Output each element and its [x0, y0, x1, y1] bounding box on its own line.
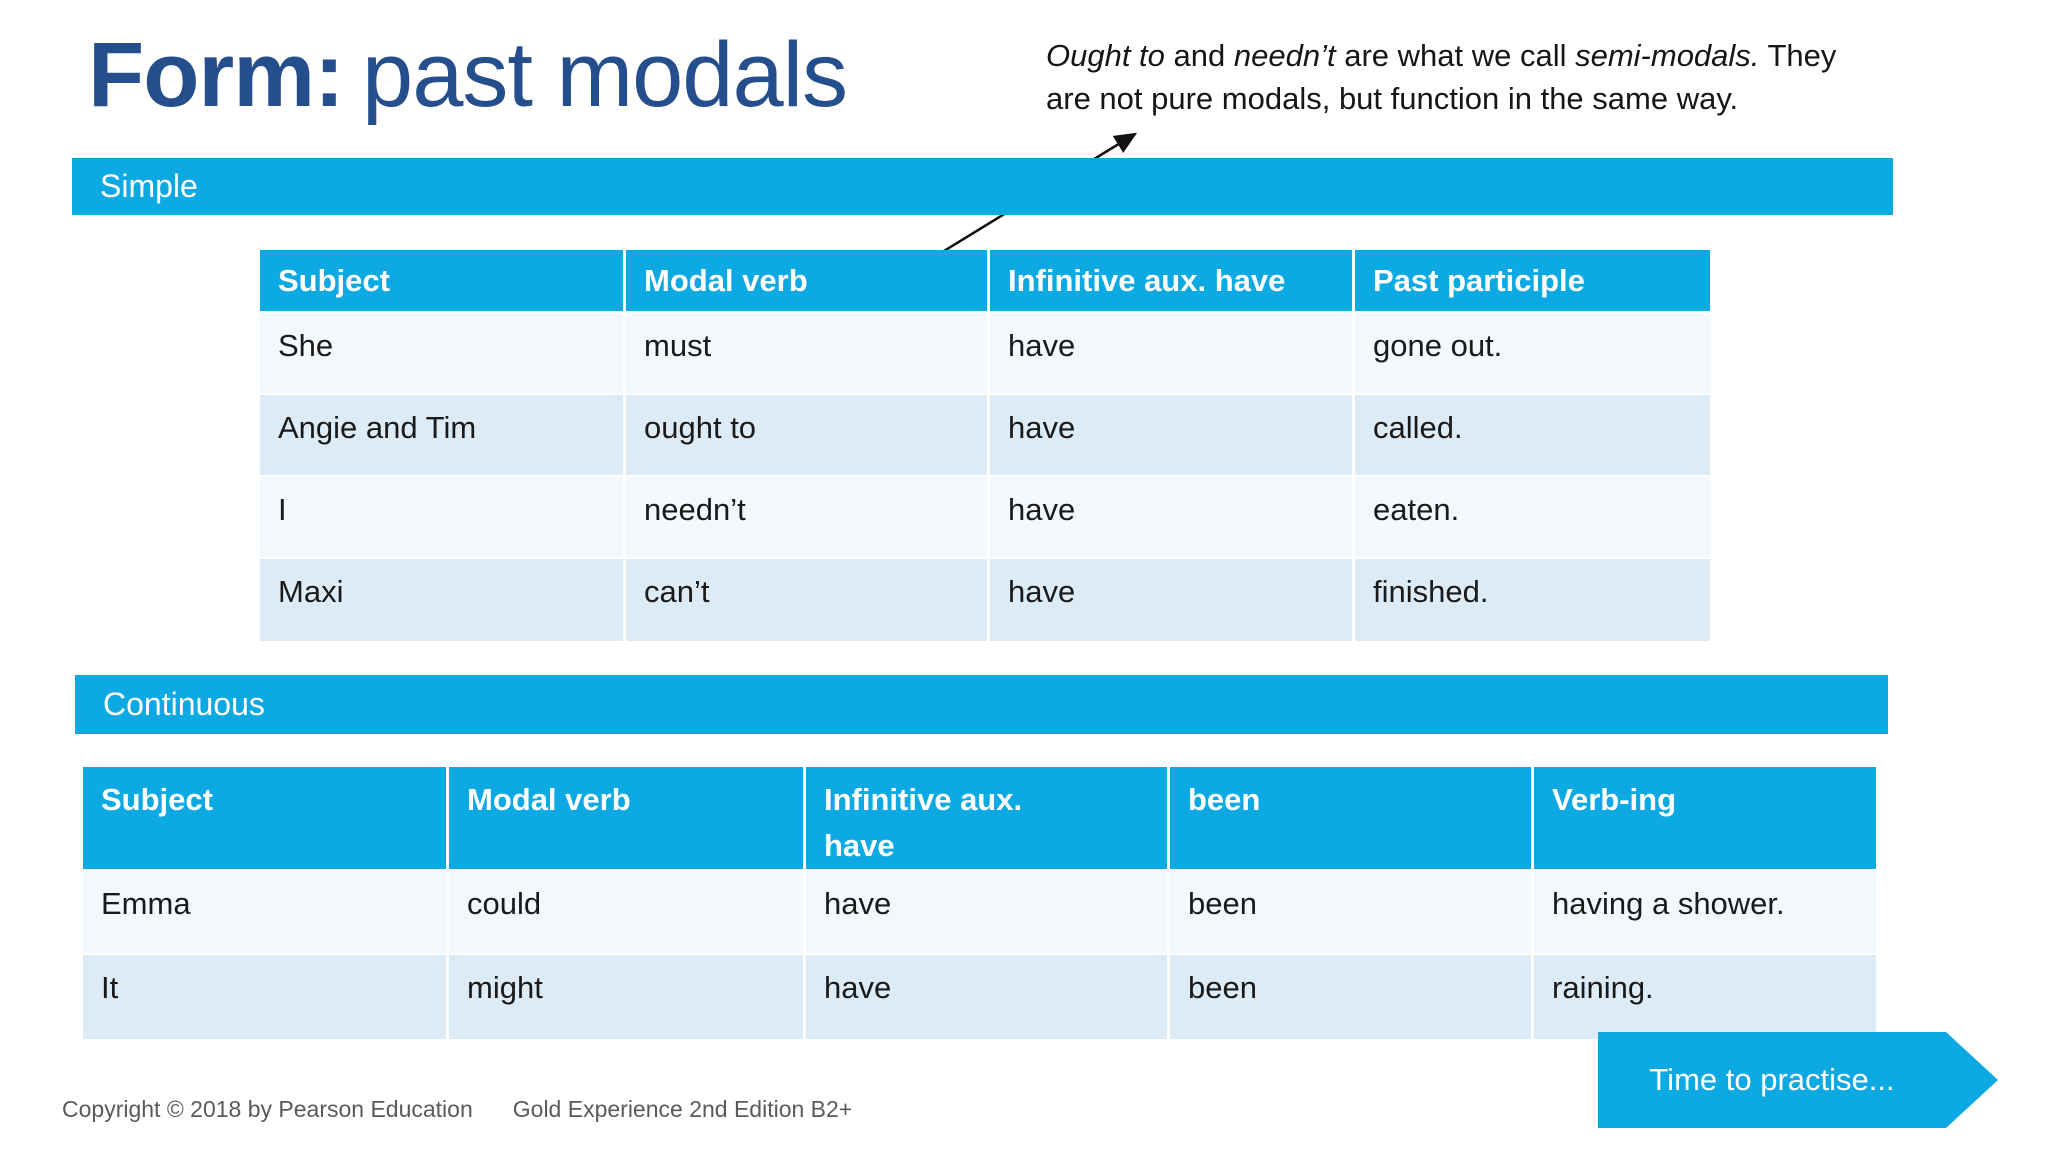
- section-banner-continuous: Continuous: [75, 675, 1888, 734]
- table-cell: ought to: [626, 395, 990, 477]
- table-row: Angie and Tim ought to have called.: [260, 395, 1710, 477]
- table-cell: might: [449, 955, 806, 1039]
- table-cell: Maxi: [260, 559, 626, 641]
- header-label: Verb-ing: [1552, 782, 1677, 817]
- section-label: Simple: [100, 168, 198, 204]
- continuous-table: Subject Modal verb Infinitive aux. have …: [83, 767, 1876, 1039]
- page-title: Form: past modals: [88, 16, 848, 134]
- title-topic: past modals: [362, 24, 848, 126]
- header-label: Infinitive aux. have: [824, 782, 1023, 863]
- table-cell: could: [449, 871, 806, 955]
- table-cell: been: [1170, 955, 1534, 1039]
- header-label: been: [1188, 782, 1261, 817]
- table-row: She must have gone out.: [260, 313, 1710, 395]
- table-row: Maxi can’t have finished.: [260, 559, 1710, 641]
- column-header-infinitive-aux: Infinitive aux. have: [990, 250, 1355, 313]
- section-label: Continuous: [103, 686, 265, 722]
- table-cell: have: [990, 395, 1355, 477]
- table-cell: It: [83, 955, 449, 1039]
- header-label: Subject: [101, 782, 213, 817]
- column-header-infinitive-aux: Infinitive aux. have: [806, 767, 1170, 871]
- column-header-subject: Subject: [83, 767, 449, 871]
- table-cell: Emma: [83, 871, 449, 955]
- column-header-been: been: [1170, 767, 1534, 871]
- column-header-verb-ing: Verb-ing: [1534, 767, 1876, 871]
- cta-label: Time to practise...: [1649, 1062, 1895, 1097]
- table-cell: have: [990, 559, 1355, 641]
- table-cell: have: [990, 313, 1355, 395]
- table-row: Emma could have been having a shower.: [83, 871, 1876, 955]
- table-cell: I: [260, 477, 626, 559]
- column-header-subject: Subject: [260, 250, 626, 313]
- column-header-modal-verb: Modal verb: [449, 767, 806, 871]
- footer-copyright: Copyright © 2018 by Pearson Education Go…: [62, 1096, 852, 1123]
- table-cell: raining.: [1534, 955, 1876, 1039]
- semi-modals-note: Ought to and needn’t are what we call se…: [1046, 38, 1837, 116]
- simple-table: Subject Modal verb Infinitive aux. have …: [260, 250, 1710, 641]
- column-header-modal-verb: Modal verb: [626, 250, 990, 313]
- table-header-row: Subject Modal verb Infinitive aux. have …: [83, 767, 1876, 871]
- table-cell: Angie and Tim: [260, 395, 626, 477]
- table-cell: needn’t: [626, 477, 990, 559]
- table-cell: eaten.: [1355, 477, 1710, 559]
- table-cell: finished.: [1355, 559, 1710, 641]
- table-cell: have: [806, 871, 1170, 955]
- column-header-past-participle: Past participle: [1355, 250, 1710, 313]
- table-cell: have: [990, 477, 1355, 559]
- time-to-practise-button[interactable]: Time to practise...: [1598, 1032, 1998, 1128]
- table-row: I needn’t have eaten.: [260, 477, 1710, 559]
- table-cell: gone out.: [1355, 313, 1710, 395]
- table-cell: must: [626, 313, 990, 395]
- title-keyword: Form:: [88, 24, 345, 126]
- table-cell: having a shower.: [1534, 871, 1876, 955]
- edition-text: Gold Experience 2nd Edition B2+: [512, 1096, 853, 1122]
- header-label: Modal verb: [467, 782, 631, 817]
- copyright-text: Copyright © 2018 by Pearson Education: [62, 1096, 473, 1122]
- section-banner-simple: Simple: [72, 158, 1893, 215]
- table-row: It might have been raining.: [83, 955, 1876, 1039]
- table-cell: called.: [1355, 395, 1710, 477]
- table-cell: been: [1170, 871, 1534, 955]
- table-cell: have: [806, 955, 1170, 1039]
- table-cell: She: [260, 313, 626, 395]
- table-cell: can’t: [626, 559, 990, 641]
- table-header-row: Subject Modal verb Infinitive aux. have …: [260, 250, 1710, 313]
